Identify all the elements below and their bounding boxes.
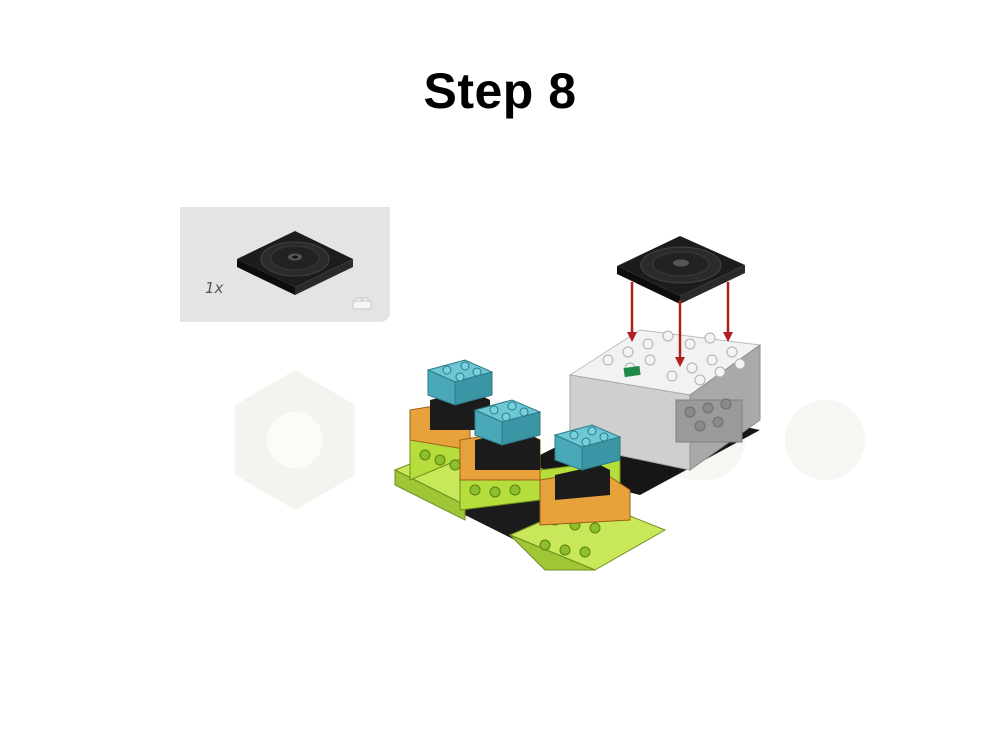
brick-icon bbox=[352, 297, 372, 310]
parts-list-panel: 1x bbox=[180, 207, 390, 322]
smart-hub bbox=[568, 329, 762, 471]
placement-arrows bbox=[627, 282, 733, 367]
black-turntable-plate-icon bbox=[237, 231, 353, 295]
turntable-plate-being-added bbox=[617, 236, 745, 304]
step-title: Step 8 bbox=[423, 63, 577, 119]
part-quantity: 1x bbox=[205, 279, 224, 297]
azure-bricks bbox=[426, 359, 622, 471]
